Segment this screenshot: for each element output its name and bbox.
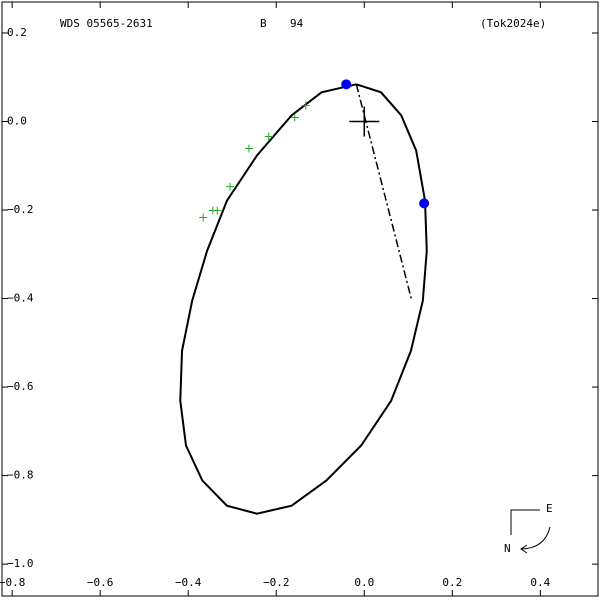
compass-arrow (510, 509, 540, 535)
orbit-line (179, 83, 428, 515)
y-tick-label: −0.8 (7, 469, 34, 482)
observation (226, 182, 235, 191)
reference: (Tok2024e) (480, 17, 546, 30)
y-tick-label: 0.2 (7, 26, 27, 39)
chart-title: WDS 05565-2631 (60, 17, 153, 30)
node-line (355, 84, 413, 301)
observation (301, 101, 310, 110)
compass-rotation (520, 526, 551, 554)
y-tick-label: 0.0 (7, 115, 27, 128)
y-tick-label: −1.0 (7, 557, 34, 570)
position (341, 79, 352, 90)
x-tick-label: 0.2 (442, 576, 462, 589)
x-tick-label: −0.4 (175, 576, 202, 589)
compass-east: E (546, 502, 553, 515)
observation (264, 132, 273, 141)
observation (199, 213, 208, 222)
compass-north: N (504, 542, 511, 555)
x-tick-label: 0.4 (530, 576, 550, 589)
primary (349, 106, 380, 137)
x-tick-label: −0.6 (87, 576, 114, 589)
y-tick-label: −0.2 (7, 203, 34, 216)
observation (290, 113, 299, 122)
x-tick-label: −0.2 (263, 576, 290, 589)
observation (244, 144, 253, 153)
y-tick-label: −0.6 (7, 380, 34, 393)
number: 94 (290, 17, 304, 30)
observation (213, 206, 222, 215)
x-tick-label: −0.8 (0, 576, 25, 589)
y-tick-label: −0.4 (7, 292, 34, 305)
component: B (260, 17, 267, 30)
x-tick-label: 0.0 (354, 576, 374, 589)
position (419, 198, 430, 209)
